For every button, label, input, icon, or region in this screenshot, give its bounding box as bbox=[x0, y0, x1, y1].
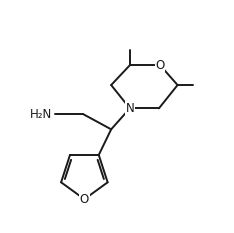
Text: H₂N: H₂N bbox=[29, 108, 52, 121]
Text: N: N bbox=[125, 102, 134, 115]
Text: O: O bbox=[80, 193, 89, 206]
Text: O: O bbox=[155, 59, 165, 72]
